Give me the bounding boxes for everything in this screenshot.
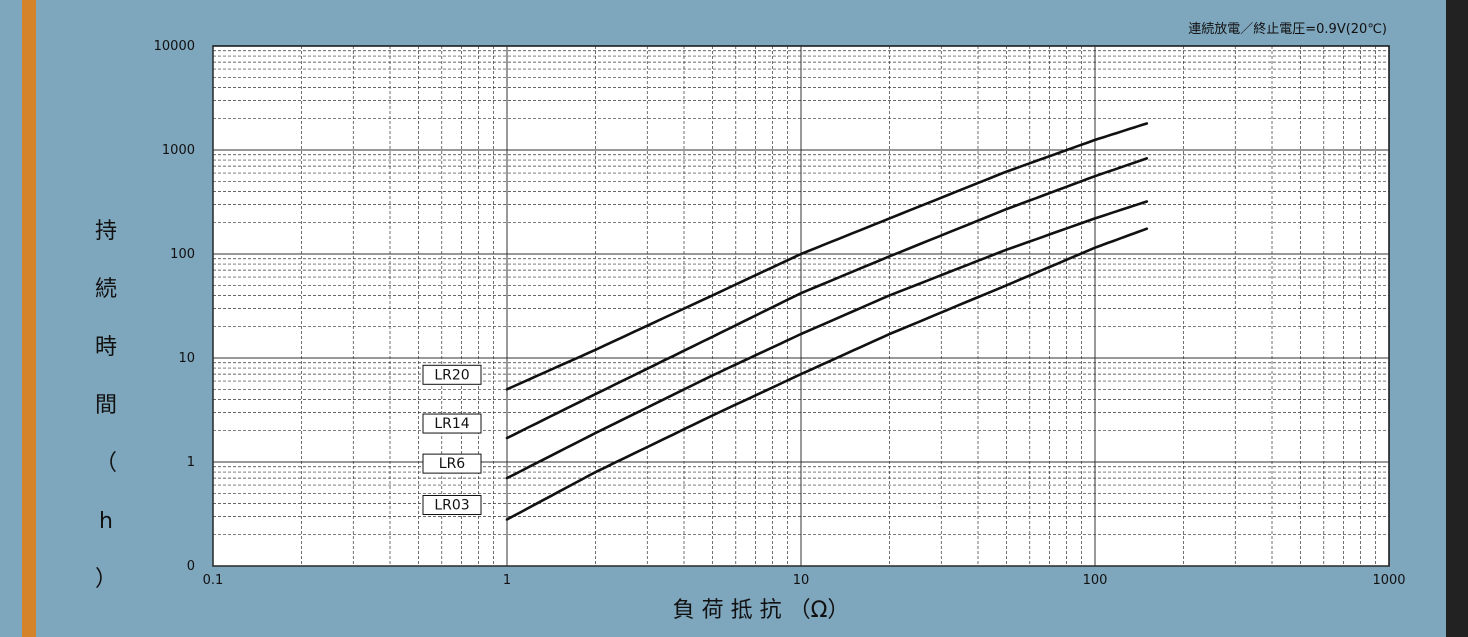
y-axis-label-char: 持 (95, 219, 117, 244)
y-tick-label: 1000 (162, 143, 195, 158)
x-tick-label: 100 (1083, 573, 1108, 588)
x-tick-label: 10 (793, 573, 810, 588)
x-tick-label: 1 (503, 573, 511, 588)
right-edge-bar (1446, 0, 1468, 637)
y-tick-labels: 0 1 10 100 1000 10000 (154, 39, 195, 574)
y-axis-label-char: 時 (95, 335, 117, 360)
svg-text:LR20: LR20 (434, 367, 469, 383)
series-line-lr20 (505, 122, 1149, 391)
y-axis-label-char: ） (95, 567, 117, 592)
chart-note: 連続放電／終止電圧=0.9V(20℃) (1188, 21, 1387, 37)
x-tick-label: 1000 (1372, 573, 1405, 588)
series-label-lr6: LR6 (422, 453, 482, 474)
series-label-lr14: LR14 (422, 413, 482, 434)
series-line-lr14 (505, 157, 1149, 440)
y-axis-label-char: h (99, 509, 113, 534)
x-axis-label: 負 荷 抵 抗 （Ω） (673, 598, 850, 623)
series-label-lr20: LR20 (422, 364, 482, 385)
series-lines (505, 122, 1149, 521)
y-tick-label: 1 (187, 455, 195, 470)
x-tick-label: 0.1 (203, 573, 224, 588)
svg-text:LR6: LR6 (439, 456, 466, 472)
y-tick-label: 100 (170, 247, 195, 262)
x-tick-labels: 0.1 1 10 100 1000 (203, 573, 1406, 588)
series-line-lr03 (505, 227, 1149, 521)
series-line-lr6 (505, 200, 1149, 480)
svg-text:LR03: LR03 (434, 497, 469, 513)
grid (212, 46, 1389, 567)
series-labels: LR20 LR14 LR6 LR03 (422, 364, 482, 515)
svg-text:LR14: LR14 (434, 416, 469, 432)
y-tick-label: 10000 (154, 39, 195, 54)
series-label-lr03: LR03 (422, 494, 482, 515)
y-tick-label: 0 (187, 559, 195, 574)
left-accent-bar (22, 0, 36, 637)
y-axis-label-char: 続 (95, 277, 117, 302)
y-tick-label: 10 (178, 351, 195, 366)
y-axis-label-char: 間 (95, 393, 117, 418)
y-axis-label-char: （ (95, 451, 117, 476)
